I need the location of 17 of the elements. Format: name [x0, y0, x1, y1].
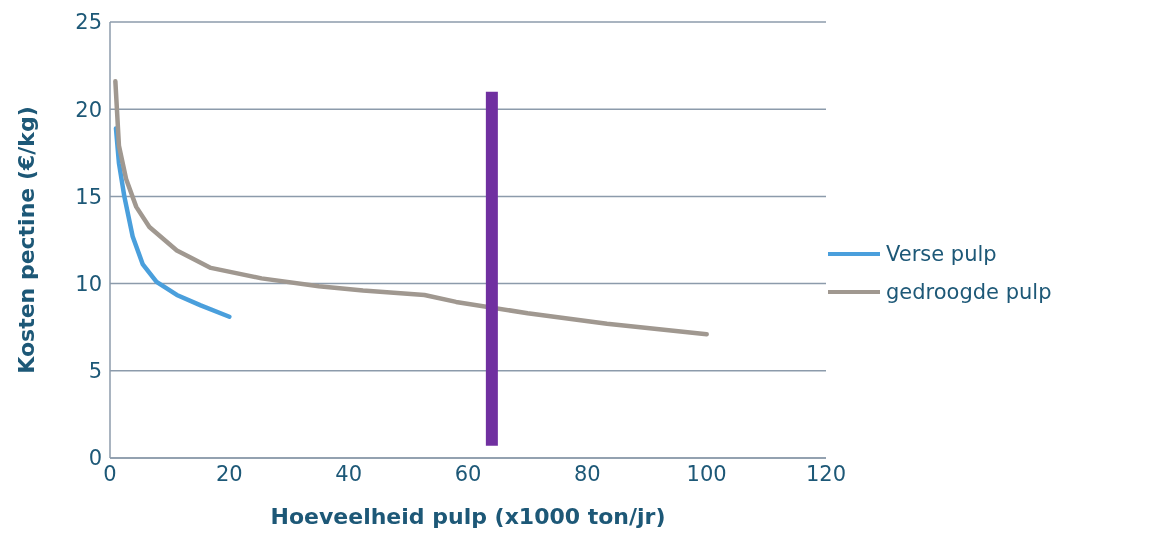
x-tick-label: 40	[335, 461, 363, 486]
legend-label: gedroogde pulp	[886, 280, 1052, 304]
legend-label: Verse pulp	[886, 242, 997, 266]
y-tick-label: 25	[75, 10, 102, 35]
y-axis-title: Kosten pectine (€/kg)	[13, 106, 39, 374]
x-tick-label: 20	[215, 461, 243, 486]
y-tick-label: 10	[75, 272, 102, 297]
x-tick-label: 100	[686, 461, 727, 486]
y-tick-label: 15	[75, 184, 102, 209]
x-tick-label: 60	[454, 461, 482, 486]
x-axis-title: Hoeveelheid pulp (x1000 ton/jr)	[270, 504, 666, 529]
line-series	[113, 79, 709, 337]
y-tick-label: 5	[88, 359, 102, 384]
x-tick-label: 80	[573, 461, 601, 486]
y-tick-label: 20	[75, 97, 102, 122]
line-series	[113, 126, 232, 319]
x-tick-label: 120	[805, 461, 847, 486]
